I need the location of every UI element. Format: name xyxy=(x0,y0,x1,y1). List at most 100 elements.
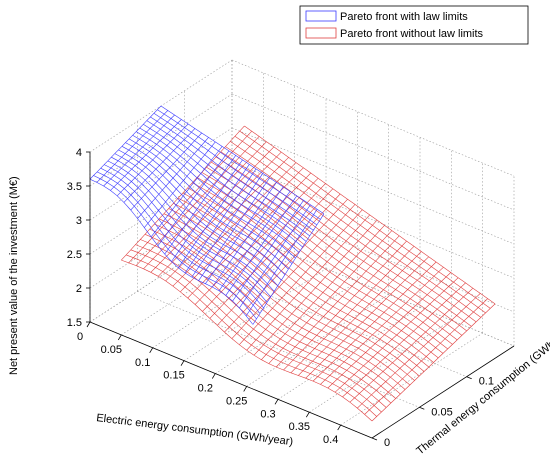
surface-mesh-line xyxy=(125,142,289,270)
surface-mesh-line xyxy=(137,137,209,219)
surface-mesh-line xyxy=(232,200,304,302)
z-tick-label: 4 xyxy=(76,147,82,159)
z-axis-label: Net present value of the investment (M€) xyxy=(8,176,20,375)
grid-line-floor xyxy=(277,307,421,400)
grid-line-floor xyxy=(183,268,327,361)
surface-mesh-line xyxy=(205,182,277,284)
surface-mesh-line xyxy=(116,123,189,197)
surface-mesh-line xyxy=(211,186,284,288)
axes xyxy=(86,151,515,441)
surface-mesh-line xyxy=(194,178,319,305)
grid-lines xyxy=(89,59,515,439)
y-tick-mark xyxy=(371,437,378,441)
surface-mesh-line xyxy=(123,128,196,203)
surface-mesh-line xyxy=(218,191,291,291)
surface-mesh-line xyxy=(349,287,474,403)
surface-mesh-line xyxy=(191,173,264,278)
y-tick-mark xyxy=(466,376,472,380)
grid-line-back xyxy=(231,93,515,211)
surface-mesh-line xyxy=(157,150,230,246)
surface-mesh-line xyxy=(334,277,459,393)
y-tick-label: 0.1 xyxy=(479,376,494,388)
surface-mesh-line xyxy=(180,167,304,293)
surface-mesh-line xyxy=(89,105,162,180)
surface-mesh-line xyxy=(143,141,267,270)
y-tick-label: 0.05 xyxy=(431,406,452,418)
x-axis-line xyxy=(89,321,373,439)
surface-mesh-line xyxy=(157,151,282,277)
surface-without-law-limits xyxy=(121,125,496,422)
surface-mesh-line xyxy=(371,303,496,422)
x-tick-mark xyxy=(211,373,216,379)
surface-mesh-line xyxy=(128,130,253,264)
legend-label-without-law-limits: Pareto front without law limits xyxy=(340,28,484,40)
surface-mesh-line xyxy=(234,136,486,314)
surface-mesh-line xyxy=(230,141,482,318)
surface-mesh-line xyxy=(290,246,415,374)
surface-mesh-line xyxy=(96,110,169,183)
surface-mesh-line xyxy=(342,282,466,398)
y-tick-label: 0 xyxy=(384,437,390,449)
legend-box xyxy=(299,5,529,45)
z-tick-label: 2 xyxy=(76,283,82,295)
x-tick-mark xyxy=(243,386,248,392)
z-tick-label: 2.5 xyxy=(67,249,82,261)
x-tick-label: 0.25 xyxy=(226,395,247,407)
tick-labels: 0 0.05 0.1 0.15 0.2 0.25 0.3 0.35 0.4 0 0.05 0.1 1.5… xyxy=(67,147,494,449)
surface-mesh-line xyxy=(150,146,275,273)
surface-mesh-line xyxy=(275,235,400,368)
surface-mesh-line xyxy=(121,125,245,261)
surface-mesh-line xyxy=(150,146,223,237)
surface-mesh-line xyxy=(327,272,452,389)
x-tick-label: 0.35 xyxy=(289,421,310,433)
surface-mesh-line xyxy=(165,157,289,282)
x-tick-label: 0.15 xyxy=(163,370,184,382)
surface-mesh-line xyxy=(171,159,243,262)
y-tick-mark xyxy=(419,406,425,410)
x-tick-mark xyxy=(337,424,342,431)
surface-mesh-line xyxy=(252,213,325,325)
grid-line-back xyxy=(231,59,515,177)
surface-mesh-line xyxy=(187,172,312,299)
surface-mesh-line xyxy=(159,218,411,386)
surface-mesh-line xyxy=(198,177,270,281)
grid-line-back xyxy=(231,127,515,245)
surface-mesh-line xyxy=(103,114,175,187)
surface-mesh-line xyxy=(110,119,182,191)
surface-mesh-line xyxy=(246,214,370,351)
surface-mesh-line xyxy=(268,230,393,364)
surface-mesh-line xyxy=(125,254,377,417)
y-axis-label: Thermal energy consumption (GWh/year) xyxy=(414,321,550,458)
surface-mesh-line xyxy=(357,293,481,409)
surface-mesh-line xyxy=(320,266,444,385)
grid-line-floor xyxy=(246,294,389,387)
surface-mesh-line xyxy=(305,256,429,379)
surface-mesh-line xyxy=(312,261,437,382)
surface-mesh-line xyxy=(104,164,268,303)
surface-mesh-line xyxy=(298,251,422,376)
surface-with-law-limits xyxy=(89,105,325,325)
x-tick-label: 0.4 xyxy=(323,434,338,446)
z-tick-label: 3.5 xyxy=(67,181,82,193)
x-tick-label: 0.1 xyxy=(135,357,150,369)
surface-mesh-line xyxy=(245,209,318,316)
surface-mesh-line xyxy=(224,198,348,333)
legend-swatch-with-law-limits xyxy=(305,10,337,22)
grid-line-side xyxy=(89,229,233,323)
surface-mesh-line xyxy=(184,168,257,274)
surface-mesh-line xyxy=(135,136,260,266)
legend-swatch-without-law-limits xyxy=(305,27,337,39)
surface-mesh-line xyxy=(231,204,356,339)
x-tick-label: 0 xyxy=(77,331,83,343)
surface-mesh-line xyxy=(239,209,363,345)
surface-mesh-line xyxy=(253,219,378,356)
surface-mesh-line xyxy=(144,141,216,228)
surface-mesh-line xyxy=(283,240,407,371)
x-tick-mark xyxy=(305,411,310,418)
legend-label-with-law-limits: Pareto front with law limits xyxy=(340,11,468,23)
x-tick-label: 0.2 xyxy=(198,383,213,395)
surface-mesh-line xyxy=(178,164,250,268)
x-tick-mark xyxy=(180,360,185,366)
grid-line-floor xyxy=(121,242,264,336)
